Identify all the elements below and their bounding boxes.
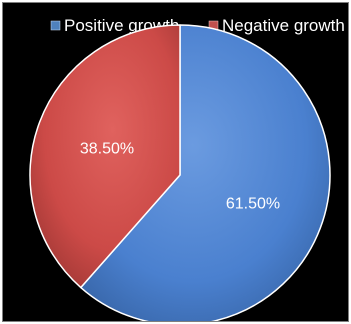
- legend-swatch-positive-growth: [50, 20, 61, 31]
- pie-chart-canvas: Positive growth Negative growth 61.50% 3…: [29, 16, 345, 321]
- data-label-negative-growth: 38.50%: [80, 140, 134, 157]
- data-label-positive-growth: 61.50%: [226, 196, 280, 213]
- pie-slices: [29, 24, 331, 321]
- slice-negative-growth: [29, 24, 181, 289]
- slice-positive-growth: [80, 24, 331, 321]
- pie-chart: Positive growth Negative growth 61.50% 3…: [2, 2, 349, 322]
- legend-label-negative-growth: Negative growth: [222, 16, 345, 35]
- data-labels: 61.50% 38.50%: [80, 140, 280, 212]
